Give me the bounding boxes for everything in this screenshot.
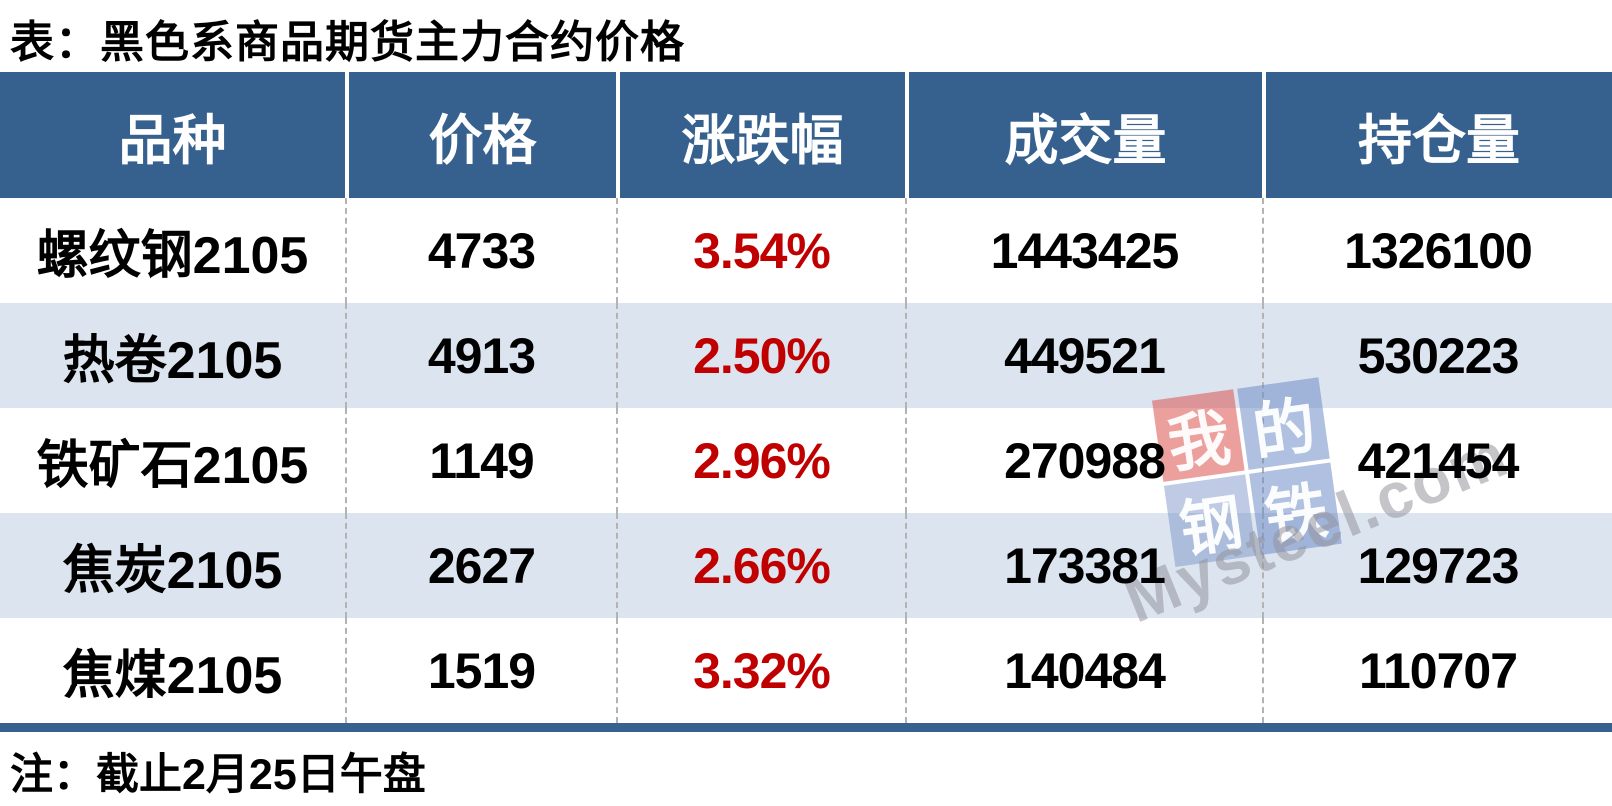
table-bottom-rule (0, 723, 1612, 732)
volume-cell: 1443425 (990, 222, 1180, 279)
table-row: 焦炭2105 2627 2.66% 173381 129723 (0, 513, 1612, 618)
table-header-volume: 成交量 (905, 72, 1262, 198)
table-row: 焦煤2105 1519 3.32% 140484 110707 (0, 618, 1612, 723)
change-cell: 3.54% (693, 222, 831, 279)
table-row: 螺纹钢2105 4733 3.54% 1443425 1326100 (0, 198, 1612, 303)
price-cell: 1149 (429, 432, 534, 489)
volume-cell: 140484 (1004, 642, 1166, 699)
footnote: 注：截止2月25日午盘 (10, 751, 426, 799)
open-interest-cell: 129723 (1357, 537, 1520, 594)
table-body: 螺纹钢2105 4733 3.54% 1443425 1326100 热卷210… (0, 198, 1612, 723)
table-row: 热卷2105 4913 2.50% 449521 530223 (0, 303, 1612, 408)
volume-cell: 449521 (1004, 327, 1166, 384)
price-cell: 4913 (427, 327, 536, 384)
table-header-open-interest: 持仓量 (1262, 72, 1612, 198)
variety-cell: 焦煤2105 (62, 647, 283, 705)
table-header-change: 涨跌幅 (616, 72, 905, 198)
table-row: 铁矿石2105 1149 2.96% 270988 421454 (0, 408, 1612, 513)
open-interest-cell: 1326100 (1344, 222, 1533, 279)
open-interest-cell: 110707 (1358, 642, 1518, 699)
table-header-variety: 品种 (0, 72, 345, 198)
change-cell: 2.50% (693, 327, 831, 384)
change-cell: 3.32% (693, 642, 831, 699)
price-cell: 2627 (427, 537, 536, 594)
page-title: 表：黑色系商品期货主力合约价格 (10, 18, 685, 67)
open-interest-cell: 421454 (1357, 432, 1520, 489)
change-cell: 2.66% (693, 537, 831, 594)
variety-cell: 铁矿石2105 (36, 437, 309, 495)
variety-cell: 螺纹钢2105 (36, 227, 309, 285)
price-cell: 4733 (427, 222, 536, 279)
change-cell: 2.96% (693, 432, 831, 489)
variety-cell: 焦炭2105 (62, 542, 283, 600)
volume-cell: 173381 (1004, 537, 1166, 594)
price-cell: 1519 (427, 642, 536, 699)
futures-table: 品种 价格 涨跌幅 成交量 持仓量 螺纹钢2105 4733 3.54% 144… (0, 72, 1612, 723)
table-header-price: 价格 (345, 72, 616, 198)
volume-cell: 270988 (1004, 432, 1166, 489)
variety-cell: 热卷2105 (62, 332, 283, 390)
table-header-row: 品种 价格 涨跌幅 成交量 持仓量 (0, 72, 1612, 198)
open-interest-cell: 530223 (1357, 327, 1520, 384)
